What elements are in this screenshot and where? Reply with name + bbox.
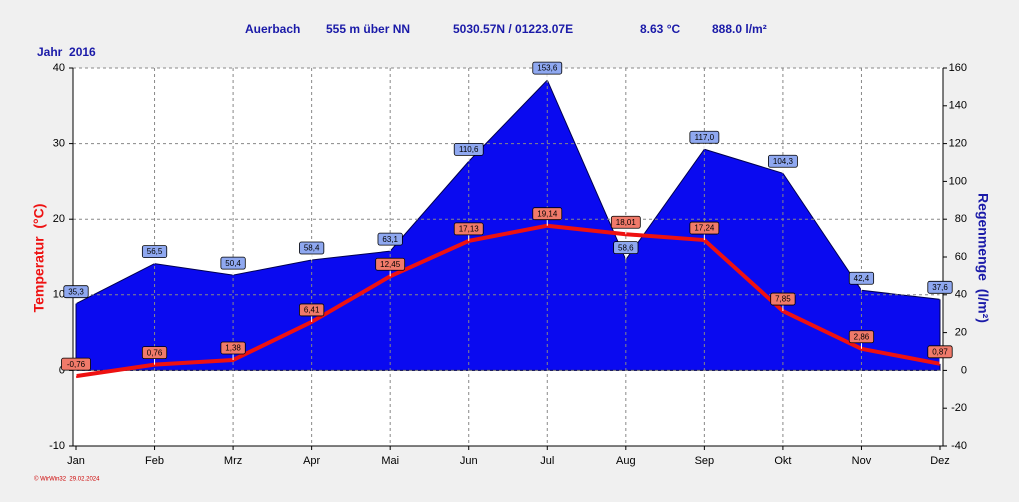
value-label: 56,5 <box>147 247 163 256</box>
value-label-box <box>141 346 168 360</box>
value-label: 17,24 <box>694 224 715 233</box>
value-label-box <box>220 341 246 355</box>
value-label: 117,0 <box>695 133 715 142</box>
x-tick-label: Dez <box>930 455 950 467</box>
value-label: 42,4 <box>854 274 870 283</box>
y2-tick-label: 140 <box>949 100 967 112</box>
x-tick-label: Aug <box>616 455 636 467</box>
value-label-box <box>848 271 875 285</box>
coords: 5030.57N / 01223.07E <box>453 22 573 36</box>
value-label: 63,1 <box>382 235 398 244</box>
x-tick-label: Mai <box>381 455 399 467</box>
value-label-box <box>299 303 325 317</box>
value-label-box <box>453 142 484 156</box>
y2-tick-label: 80 <box>955 213 967 225</box>
y2-tick-label: 40 <box>955 289 967 301</box>
x-tick-label: Jul <box>540 455 554 467</box>
value-label-box <box>689 221 720 235</box>
value-label: 104,3 <box>773 157 794 166</box>
value-label-box <box>220 256 246 270</box>
y2-axis-title: Regenmenge (l/m²) <box>975 193 991 323</box>
x-tick-label: Jun <box>460 455 478 467</box>
value-label: 153,6 <box>537 64 558 73</box>
value-label-box <box>453 222 484 236</box>
value-label-box <box>770 292 796 306</box>
value-label: 6,41 <box>304 306 320 315</box>
value-label: 2,86 <box>854 332 870 341</box>
y-tick-label: 30 <box>53 138 65 150</box>
value-label-box <box>927 345 953 359</box>
value-label-box <box>927 280 953 294</box>
y2-tick-label: 20 <box>955 327 967 339</box>
value-label: -0,76 <box>67 360 86 369</box>
footer: © WirWin32 29.02.2024 <box>34 476 100 483</box>
y-tick-label: 40 <box>53 62 65 74</box>
y-tick-label: 0 <box>59 364 65 376</box>
altitude: 555 m über NN <box>326 22 410 36</box>
value-label: 58,6 <box>618 243 634 252</box>
value-label: 1,38 <box>225 344 241 353</box>
value-label-box <box>299 241 325 255</box>
value-label-box <box>848 330 875 344</box>
x-tick-label: Feb <box>145 455 164 467</box>
value-label-box <box>61 357 91 371</box>
value-label: 50,4 <box>225 259 241 268</box>
value-label: 7,85 <box>775 295 791 304</box>
value-label: 0,76 <box>147 348 163 357</box>
y-tick-label: 10 <box>53 289 65 301</box>
value-label: 35,3 <box>68 287 84 296</box>
value-label-box <box>689 130 720 144</box>
y2-tick-label: 120 <box>949 138 967 150</box>
temperature-line <box>75 223 941 379</box>
x-tick-label: Nov <box>852 455 872 467</box>
y2-tick-label: 100 <box>949 175 967 187</box>
value-label: 19,14 <box>537 209 558 218</box>
x-tick-label: Jan <box>67 455 85 467</box>
y2-tick-label: 160 <box>949 62 967 74</box>
y2-tick-label: -20 <box>951 402 967 414</box>
value-label: 110,6 <box>459 145 479 154</box>
y2-tick-label: 0 <box>961 364 967 376</box>
value-label: 17,13 <box>459 225 480 234</box>
value-label: 18,01 <box>616 218 637 227</box>
y-axis-title: Temperatur (°C) <box>31 204 47 313</box>
y-tick-label: -10 <box>49 440 65 452</box>
value-label-box <box>532 207 563 221</box>
value-label-box <box>768 154 798 168</box>
x-tick-label: Mrz <box>224 455 242 467</box>
station: Auerbach <box>245 22 300 36</box>
value-label-box <box>141 245 168 259</box>
value-label: 37,6 <box>932 283 948 292</box>
value-label-box <box>375 257 406 271</box>
value-label-box <box>613 241 639 255</box>
value-label: 58,4 <box>304 244 320 253</box>
mean-temperature: 8.63 °C <box>640 22 680 36</box>
x-tick-label: Sep <box>695 455 715 467</box>
value-label-box <box>377 232 403 246</box>
year-label: Jahr 2016 <box>37 45 96 59</box>
total-precipitation: 888.0 l/m² <box>712 22 767 36</box>
value-label-box <box>610 215 641 229</box>
y2-tick-label: 60 <box>955 251 967 263</box>
value-label-box <box>532 61 563 75</box>
x-tick-label: Okt <box>774 455 791 467</box>
x-tick-label: Apr <box>303 455 320 467</box>
y2-tick-label: -40 <box>951 440 967 452</box>
y-tick-label: 20 <box>53 213 65 225</box>
value-label: 0,87 <box>932 347 948 356</box>
value-label: 12,45 <box>380 260 401 269</box>
value-label-box <box>63 285 89 299</box>
